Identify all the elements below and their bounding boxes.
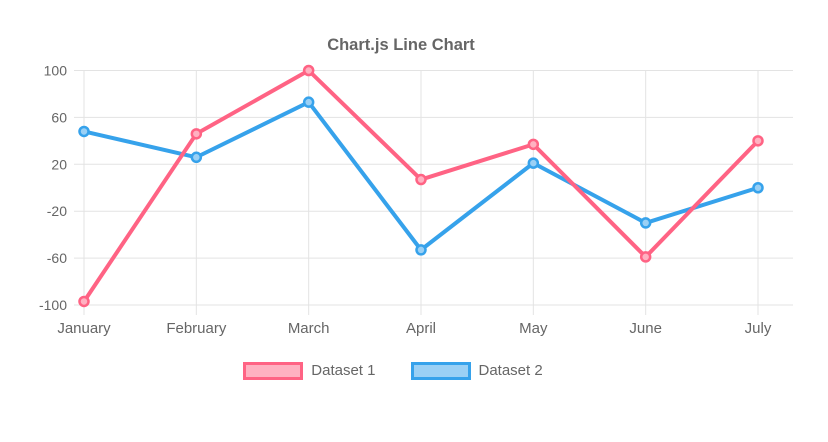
chart-legend: Dataset 1 Dataset 2 xyxy=(0,362,807,380)
dataset-2-point[interactable] xyxy=(639,217,652,229)
dataset-2-point[interactable] xyxy=(190,151,203,164)
legend-label-dataset-2: Dataset 2 xyxy=(478,362,543,379)
legend-swatch-dataset-1 xyxy=(243,362,304,380)
dataset-1-point[interactable] xyxy=(527,138,540,151)
y-axis-tick-label: -60 xyxy=(47,250,67,266)
x-axis-tick-label: May xyxy=(519,320,548,337)
x-axis-tick-label: July xyxy=(745,320,772,337)
legend-swatch-dataset-2 xyxy=(410,362,471,380)
y-axis-tick-label: 60 xyxy=(51,109,67,125)
x-axis-tick-label: March xyxy=(288,320,330,337)
dataset-2-point[interactable] xyxy=(415,244,427,256)
x-axis-tick-label: January xyxy=(57,320,111,337)
x-axis-tick-label: June xyxy=(629,320,662,337)
dataset-1-point[interactable] xyxy=(302,64,315,77)
dataset-2-point[interactable] xyxy=(302,96,315,108)
y-axis-tick-label: -20 xyxy=(47,203,67,219)
x-axis-tick-label: February xyxy=(166,320,227,337)
x-axis-tick-label: April xyxy=(406,320,436,337)
dataset-1-point[interactable] xyxy=(78,295,90,308)
dataset-1-point[interactable] xyxy=(190,128,203,140)
dataset-2-point[interactable] xyxy=(527,157,540,169)
line-chart: 100 60 20 -20 -60 -100 January February March Apr… xyxy=(39,63,793,337)
legend-item-dataset-1[interactable]: Dataset 1 xyxy=(243,362,376,380)
y-axis-tick-label: -100 xyxy=(39,297,67,313)
legend-label-dataset-1: Dataset 1 xyxy=(311,362,376,379)
y-axis-tick-label: 20 xyxy=(51,156,67,172)
dataset-1-point[interactable] xyxy=(752,135,764,147)
dataset-2-point[interactable] xyxy=(752,182,764,194)
legend-item-dataset-2[interactable]: Dataset 2 xyxy=(410,362,543,380)
dataset-2-point[interactable] xyxy=(78,125,90,138)
dataset-1-point[interactable] xyxy=(639,251,652,263)
y-axis-tick-label: 100 xyxy=(44,63,68,79)
dataset-1-point[interactable] xyxy=(415,173,427,186)
chart-title: Chart.js Line Chart xyxy=(327,36,475,54)
